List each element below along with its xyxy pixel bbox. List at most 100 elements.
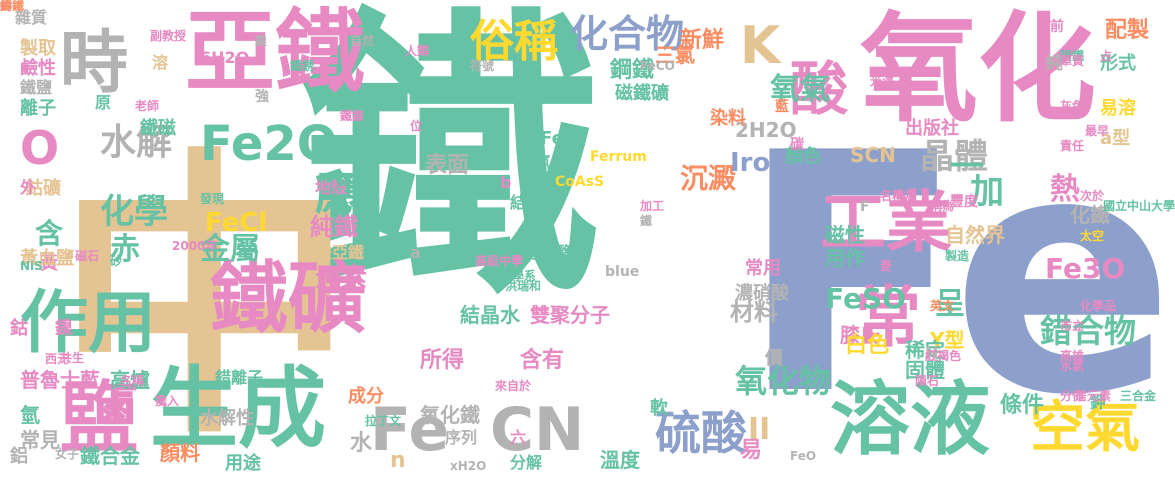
word: O <box>20 121 60 175</box>
word: 張祖幸 <box>335 174 372 188</box>
word: 離子 <box>20 98 56 119</box>
word: FeSO <box>825 282 906 315</box>
word: 太空 <box>1080 229 1105 243</box>
word: 自然界 <box>945 223 1005 247</box>
word: 2000年 <box>172 239 218 253</box>
word: 六 <box>510 428 527 447</box>
word: 隕石 <box>915 374 940 388</box>
word: K <box>740 16 781 76</box>
word: 形式 <box>1100 53 1136 74</box>
word: 洪瑞和 <box>505 279 542 293</box>
word: 應 <box>315 166 361 220</box>
word: 藍 <box>775 99 789 115</box>
word: 鐵鹽 <box>20 78 53 97</box>
word: 化學系 <box>500 269 537 283</box>
word: 鹽 <box>60 374 139 464</box>
word: 加 <box>970 172 1004 212</box>
word: 表面 <box>425 153 470 178</box>
word: 錯離子 <box>215 368 264 387</box>
word: 雙聚分子 <box>530 303 610 327</box>
word: CoAsS <box>555 174 605 190</box>
word: 用途 <box>225 453 261 474</box>
word: 序列 <box>445 428 478 447</box>
word: 氧化 <box>860 0 1097 138</box>
word: 國立中山大學 <box>1102 199 1175 213</box>
word: 鑄鐵 <box>0 0 25 13</box>
word: 水 <box>350 431 373 456</box>
word: 呈 <box>935 287 965 322</box>
word: 西元 <box>45 352 70 366</box>
word: 共生 <box>60 351 85 365</box>
word: Ironc <box>730 148 805 178</box>
word: 6H2O <box>200 48 250 67</box>
word: 鎳 <box>255 34 268 48</box>
word: 硫酸亞鐵 <box>300 243 365 262</box>
word: 外 <box>20 178 37 197</box>
word: 名稱 <box>120 374 145 388</box>
word: 硫酸 <box>655 406 747 460</box>
word: 出版社 <box>905 118 959 139</box>
word: 約 <box>0 0 13 13</box>
word: 鐵 <box>640 214 653 228</box>
word: SCN <box>850 143 896 167</box>
word: 市立 <box>1060 319 1085 333</box>
word: 次於 <box>1080 189 1105 203</box>
word: 成分 <box>348 386 384 407</box>
word: blue <box>605 264 640 280</box>
word: n <box>390 448 406 473</box>
word: 條件 <box>1000 393 1045 418</box>
word: 高級中學 <box>475 254 524 268</box>
word: 鐵合金 <box>80 444 140 468</box>
word: 加工 <box>640 199 665 213</box>
word: 製取 <box>20 38 56 59</box>
word: 名稱為 <box>880 189 917 203</box>
word: 豐度 <box>950 194 978 210</box>
word: H <box>925 343 939 362</box>
word: 拉丁文 <box>365 414 402 428</box>
word: 材料 <box>730 298 778 326</box>
word: 分布 <box>457 179 482 193</box>
word: 易 <box>740 438 763 463</box>
word: 稀定 <box>905 338 945 362</box>
word: 用作 <box>825 246 865 270</box>
word: 單質 <box>1060 54 1085 68</box>
word: 水解 <box>100 122 173 163</box>
word: 含 <box>35 217 64 250</box>
word: 磁性 <box>825 223 865 247</box>
word: 亞鐵 <box>185 0 365 105</box>
word: 英文 <box>930 299 955 313</box>
word: 水解性 <box>200 408 254 429</box>
word: 鐵鎳 <box>340 109 365 123</box>
word: 光澤 <box>870 74 895 88</box>
word: 純 <box>1045 53 1063 74</box>
word: 溶 <box>152 53 169 72</box>
word: Fe3O <box>1045 252 1126 285</box>
word: 砂 <box>110 254 123 268</box>
word: 居元素 <box>1075 389 1112 403</box>
word: 普魯士藍 <box>20 368 100 392</box>
word: 氯氣 <box>535 153 568 172</box>
word: 常見 <box>20 428 60 452</box>
word: 含有 <box>520 348 565 373</box>
word: xH2O <box>450 459 487 473</box>
word: 中 <box>55 125 355 474</box>
word: 錯合物 <box>1040 312 1137 350</box>
word: 染料 <box>710 108 746 129</box>
word: 高雄 <box>1060 349 1085 363</box>
word: 生成 <box>150 357 327 460</box>
word: 空氣 <box>1030 395 1141 459</box>
word: 製造 <box>945 249 970 263</box>
word: Fe2O <box>200 116 338 172</box>
word: 前 <box>1050 19 1064 35</box>
word: Ferrum <box>590 149 647 165</box>
word: 純鐵 <box>310 213 358 241</box>
word: 黃 <box>40 253 58 274</box>
word: 強 <box>255 89 269 105</box>
word: 鈷 <box>10 318 28 339</box>
word: 鐵磁 <box>140 118 176 139</box>
word: 地殼 <box>315 178 348 197</box>
word: F <box>860 199 870 215</box>
word: Fe <box>370 395 450 465</box>
word: FeCO <box>640 59 675 73</box>
word: 攙入 <box>155 394 180 408</box>
